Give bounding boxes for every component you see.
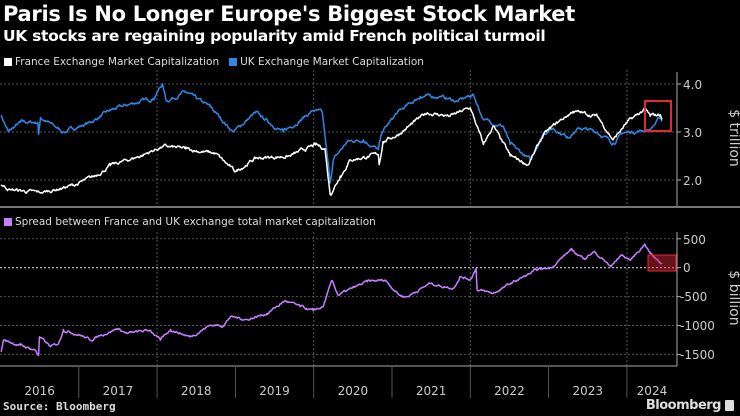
legend-item-france: France Exchange Market Capitalization bbox=[4, 56, 219, 68]
france-market-cap-line bbox=[0, 107, 663, 196]
y-tick-bottom-0: 0 bbox=[683, 261, 691, 275]
uk-market-cap-line bbox=[0, 83, 663, 184]
y-tick-bottom-500: 500 bbox=[683, 233, 706, 247]
legend-label-uk: UK Exchange Market Capitalization bbox=[240, 56, 424, 68]
source-note: Source: Bloomberg bbox=[3, 400, 116, 413]
highlight-box-top bbox=[644, 100, 672, 132]
bloomberg-logo-icon bbox=[725, 400, 734, 411]
y-tick-top-3: 3.0 bbox=[683, 126, 702, 140]
x-tick-label-2023: 2023 bbox=[572, 384, 603, 398]
legend-item-uk: UK Exchange Market Capitalization bbox=[229, 56, 424, 68]
legend-item-spread: Spread between France and UK exchange to… bbox=[4, 216, 376, 228]
logo-text: Bloomberg bbox=[645, 398, 722, 413]
x-tick-label-2018: 2018 bbox=[181, 384, 212, 398]
y-tick-top-4: 4.0 bbox=[683, 78, 702, 92]
top-legend: France Exchange Market Capitalization UK… bbox=[4, 56, 434, 68]
legend-label-spread: Spread between France and UK exchange to… bbox=[15, 216, 376, 228]
spread-line bbox=[0, 243, 663, 356]
bottom-legend: Spread between France and UK exchange to… bbox=[4, 216, 386, 228]
bloomberg-logo: Bloomberg bbox=[646, 398, 734, 413]
x-tick-label-2020: 2020 bbox=[338, 384, 369, 398]
legend-label-france: France Exchange Market Capitalization bbox=[15, 56, 220, 68]
x-tick-label-2016: 2016 bbox=[24, 384, 55, 398]
y-axis-label-top: $ trillion bbox=[726, 109, 740, 167]
y-tick-bottom-m1500: -1500 bbox=[680, 348, 715, 362]
chart-title: Paris Is No Longer Europe's Biggest Stoc… bbox=[3, 2, 575, 26]
chart-subtitle: UK stocks are regaining popularity amid … bbox=[3, 27, 546, 45]
x-tick-label-2017: 2017 bbox=[103, 384, 134, 398]
x-tick-label-2024: 2024 bbox=[637, 384, 668, 398]
y-axis-label-bottom: $ billion bbox=[726, 270, 740, 325]
y-tick-top-2: 2.0 bbox=[683, 174, 702, 188]
y-tick-bottom-m1000: -1000 bbox=[680, 319, 715, 333]
x-tick-label-2021: 2021 bbox=[416, 384, 447, 398]
x-tick-label-2019: 2019 bbox=[259, 384, 290, 398]
legend-swatch-france bbox=[4, 58, 12, 66]
legend-swatch-spread bbox=[4, 218, 12, 226]
y-tick-bottom-m500: -500 bbox=[680, 290, 707, 304]
x-tick-label-2022: 2022 bbox=[494, 384, 525, 398]
highlight-box-bottom bbox=[647, 254, 677, 272]
legend-swatch-uk bbox=[229, 58, 238, 66]
